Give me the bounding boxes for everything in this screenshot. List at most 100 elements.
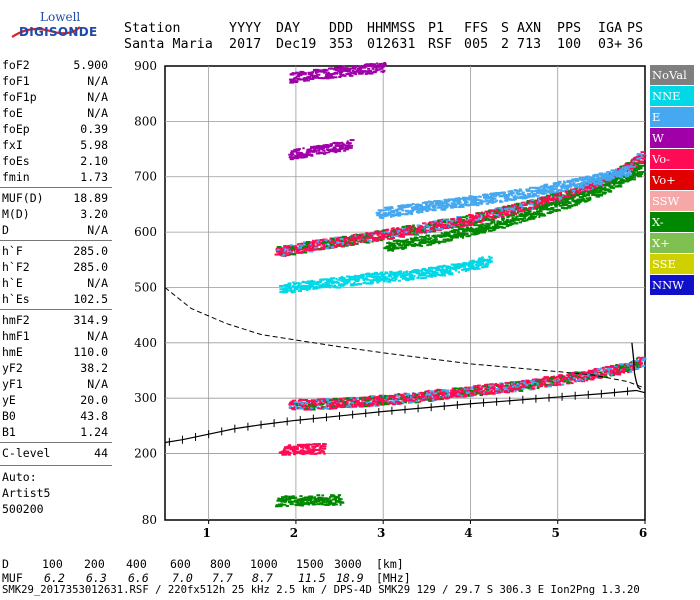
echo-point <box>395 233 401 236</box>
echo-point <box>551 197 556 200</box>
echo-point <box>487 210 492 213</box>
echo-point <box>626 173 630 176</box>
echo-point <box>314 68 320 71</box>
echo-point <box>414 239 418 242</box>
echo-point <box>406 396 409 399</box>
echo-point <box>426 230 432 233</box>
echo-point <box>402 243 405 246</box>
echo-point <box>430 201 434 204</box>
echo-point <box>566 181 570 184</box>
echo-point <box>291 400 296 403</box>
echo-point <box>528 186 534 189</box>
echo-point <box>420 230 425 233</box>
echo-point <box>519 209 523 212</box>
echo-point <box>451 231 457 234</box>
echo-point <box>518 389 524 392</box>
echo-point <box>286 289 290 292</box>
echo-point <box>625 369 630 372</box>
echo-point <box>360 396 365 399</box>
echo-point <box>486 199 489 202</box>
echo-point <box>474 388 478 391</box>
echo-point <box>552 187 558 190</box>
echo-point <box>280 252 285 255</box>
echo-point <box>563 181 566 184</box>
echo-point <box>605 182 609 185</box>
echo-point <box>383 236 389 239</box>
echo-point <box>582 180 587 183</box>
echo-point <box>560 197 564 200</box>
echo-point <box>350 400 355 403</box>
echo-point <box>622 164 626 167</box>
echo-point <box>521 219 524 222</box>
echo-point <box>370 395 376 398</box>
echo-point <box>392 279 397 282</box>
echo-point <box>284 252 289 255</box>
echo-point <box>447 392 451 395</box>
echo-point <box>338 71 344 74</box>
echo-point <box>551 208 554 211</box>
x-tick-label: 5 <box>552 526 560 540</box>
echo-point <box>609 186 615 189</box>
echo-point <box>634 156 640 159</box>
echo-point <box>460 205 465 208</box>
echo-point <box>328 399 333 402</box>
echo-point <box>430 390 435 393</box>
echo-point <box>592 371 597 374</box>
echo-point <box>542 378 546 381</box>
echo-point <box>439 228 444 231</box>
param-value: 1.73 <box>80 170 108 184</box>
echo-point <box>548 194 552 197</box>
echo-point <box>353 72 356 75</box>
echo-point <box>371 276 374 279</box>
echo-point <box>476 389 480 392</box>
echo-point <box>575 190 578 193</box>
echo-point <box>422 267 427 270</box>
echo-point <box>519 203 523 206</box>
echo-point <box>409 277 414 280</box>
echo-point <box>449 394 455 397</box>
echo-point <box>419 244 424 247</box>
echo-point <box>476 260 481 263</box>
echo-point <box>564 200 569 203</box>
echo-point <box>309 243 313 246</box>
echo-point <box>500 387 504 390</box>
echo-point <box>348 239 351 242</box>
echo-point <box>522 387 525 390</box>
echo-point <box>347 275 350 278</box>
echo-point <box>440 272 446 275</box>
echo-point <box>375 239 379 242</box>
echo-point <box>501 213 504 216</box>
echo-point <box>455 221 458 224</box>
echo-point <box>515 196 519 199</box>
echo-point <box>624 167 628 170</box>
echo-point <box>601 192 606 195</box>
param-name: M(D) <box>2 207 30 221</box>
echo-point <box>425 201 429 204</box>
echo-point <box>568 377 571 380</box>
echo-point <box>495 208 500 211</box>
echo-point <box>337 402 340 405</box>
echo-point <box>550 203 554 206</box>
echo-point <box>532 387 536 390</box>
echo-point <box>560 199 564 202</box>
echo-point <box>542 377 547 380</box>
echo-point <box>326 247 331 250</box>
echo-point <box>554 205 558 208</box>
echo-point <box>306 400 309 403</box>
echo-point <box>386 206 391 209</box>
echo-point <box>386 236 389 239</box>
echo-point <box>388 280 392 283</box>
echo-point <box>457 263 462 266</box>
echo-point <box>638 360 641 363</box>
echo-point <box>385 272 389 275</box>
logo-swoosh-icon <box>11 26 80 38</box>
echo-point <box>349 73 352 76</box>
param-row: foEs 2.10 <box>2 154 108 170</box>
echo-point <box>494 384 498 387</box>
echo-point <box>470 201 475 204</box>
echo-point <box>494 225 500 228</box>
echo-point <box>505 384 509 387</box>
param-row: foEp 0.39 <box>2 122 108 138</box>
echo-point <box>604 172 608 175</box>
echo-point <box>303 77 307 80</box>
